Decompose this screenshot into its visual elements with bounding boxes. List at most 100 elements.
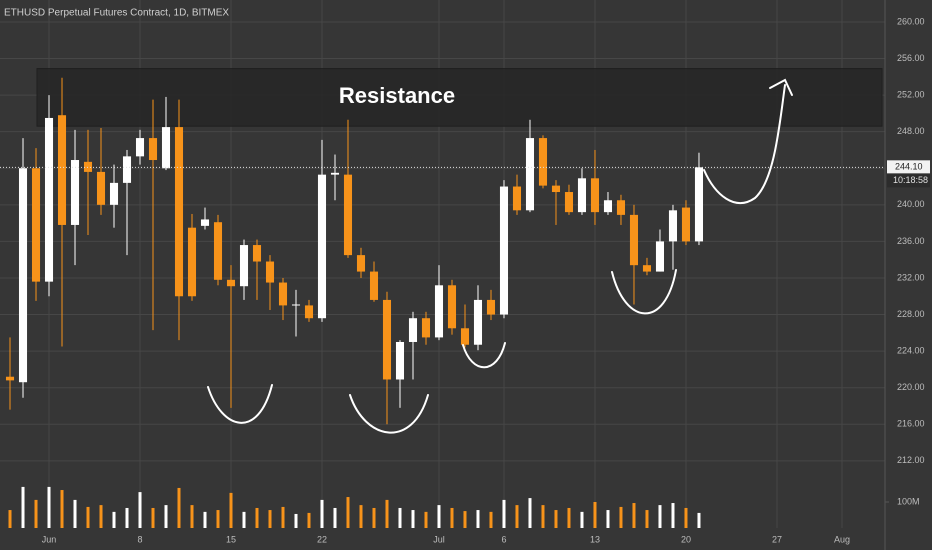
candle-body [369, 271, 379, 300]
candle-body [551, 185, 561, 193]
volume-bar [151, 507, 155, 528]
candle-body [18, 168, 28, 383]
volume-bar [164, 505, 168, 528]
volume-bar [606, 510, 610, 528]
x-tick-label: Jun [42, 534, 57, 544]
candle-body [135, 138, 145, 157]
volume-bar [528, 498, 532, 528]
candle-body [252, 245, 262, 262]
candle-body [31, 168, 41, 282]
volume-bar [333, 507, 337, 528]
countdown-tag [887, 174, 930, 188]
hand-curve [207, 384, 273, 424]
y-tick-label: 256.00 [897, 53, 925, 63]
x-tick-label: 13 [590, 534, 600, 544]
candle-body [577, 178, 587, 213]
resistance-zone: Resistance [36, 68, 883, 127]
volume-bar [372, 507, 376, 528]
volume-bar [593, 501, 597, 528]
volume-bar [268, 510, 272, 528]
volume-bar [229, 492, 233, 528]
candle-body [226, 279, 236, 287]
candle-body [434, 285, 444, 338]
candle-body [460, 328, 470, 345]
volume-bar [112, 511, 116, 528]
candle-body [499, 186, 509, 315]
y-tick-label: 236.00 [897, 236, 925, 246]
volume-bar [398, 507, 402, 528]
candle-body [343, 174, 353, 256]
candle-body [603, 200, 613, 213]
volume-bar [255, 507, 259, 528]
x-tick-label: Jul [433, 534, 445, 544]
candle-body [44, 117, 54, 282]
candle-body [213, 222, 223, 280]
candle-body [70, 160, 80, 225]
volume-bar [515, 505, 519, 528]
volume-bar [645, 510, 649, 528]
candle-body [291, 304, 301, 306]
candle-body [265, 261, 275, 283]
volume-bar [320, 499, 324, 528]
y-tick-label: 224.00 [897, 346, 925, 356]
volume-bar [47, 486, 51, 528]
projection-curve [703, 84, 786, 204]
volume-bar [21, 486, 25, 528]
candle-body [5, 376, 15, 381]
candle-body [109, 182, 119, 205]
y-tick-label: 212.00 [897, 455, 925, 465]
candle-body [629, 214, 639, 266]
candle-body [538, 138, 548, 186]
x-tick-label: 22 [317, 534, 327, 544]
volume-bar [125, 507, 129, 528]
volume-bar [73, 499, 77, 528]
volume-bar [489, 511, 493, 528]
volume-bar [177, 487, 181, 528]
volume-bar [476, 510, 480, 528]
candle-body [525, 138, 535, 211]
candle-body [187, 227, 197, 297]
volume-bar [99, 505, 103, 528]
y-tick-label: 240.00 [897, 199, 925, 209]
candle-body [356, 255, 366, 272]
volume-bar [138, 492, 142, 528]
candle-body [681, 207, 691, 242]
candle-body [200, 219, 210, 226]
hand-curve [611, 269, 677, 315]
volume-bar [34, 499, 38, 528]
candle-body [486, 299, 496, 315]
volume-bar [294, 513, 298, 528]
x-tick-label: 8 [137, 534, 142, 544]
price-tag [887, 160, 930, 174]
volume-bar [554, 510, 558, 528]
volume-bar [307, 512, 311, 528]
y-tick-label: 232.00 [897, 272, 925, 282]
candle-body [330, 172, 340, 175]
y-tick-label: 216.00 [897, 419, 925, 429]
candle-body [590, 178, 600, 213]
candle-body [655, 241, 665, 272]
candle-body [616, 200, 626, 215]
volume-bar [359, 505, 363, 528]
candle-body [421, 318, 431, 338]
x-tick-label: 6 [501, 534, 506, 544]
candle-body [304, 305, 314, 319]
candle-body [512, 186, 522, 211]
volume-bar [8, 510, 12, 528]
x-tick-label: 20 [681, 534, 691, 544]
volume-tick-label: 100M [897, 496, 920, 506]
candle-body [57, 115, 67, 225]
candle-body [408, 318, 418, 342]
x-tick-label: Aug [834, 534, 850, 544]
volume-bar [541, 505, 545, 528]
candle-body [382, 299, 392, 380]
y-tick-label: 248.00 [897, 126, 925, 136]
y-tick-label: 220.00 [897, 382, 925, 392]
candle-body [694, 167, 704, 242]
volume-bar [190, 505, 194, 528]
volume-bar [385, 499, 389, 528]
candle-body [395, 341, 405, 380]
volume-bar [203, 511, 207, 528]
